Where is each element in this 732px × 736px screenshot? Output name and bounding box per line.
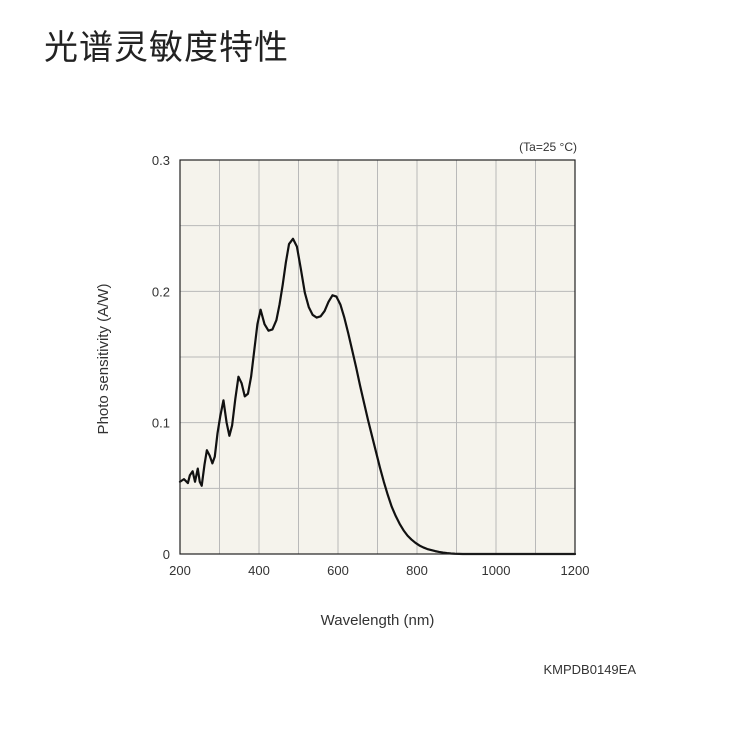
grid [180, 160, 575, 554]
x-axis-label: Wavelength (nm) [321, 612, 435, 629]
x-tick-label: 1000 [482, 563, 511, 578]
x-tick-label: 600 [327, 563, 349, 578]
y-tick-labels: 0 0.1 0.2 0.3 [152, 153, 170, 562]
y-tick-label: 0 [163, 547, 170, 562]
y-tick-label: 0.1 [152, 416, 170, 431]
x-tick-label: 800 [406, 563, 428, 578]
plot-frame [179, 159, 576, 555]
x-tick-labels: 200 400 600 800 1000 1200 [169, 563, 589, 578]
x-tick-label: 1200 [561, 563, 590, 578]
y-tick-label: 0.2 [152, 284, 170, 299]
x-tick-label: 200 [169, 563, 191, 578]
y-tick-label: 0.3 [152, 153, 170, 168]
page-title: 光谱灵敏度特性 [44, 28, 289, 68]
measurement-condition: (Ta=25 °C) [519, 140, 577, 154]
y-axis-label: Photo sensitivity (A/W) [95, 284, 112, 435]
x-tick-label: 400 [248, 563, 270, 578]
figure-code: KMPDB0149EA [544, 662, 637, 677]
